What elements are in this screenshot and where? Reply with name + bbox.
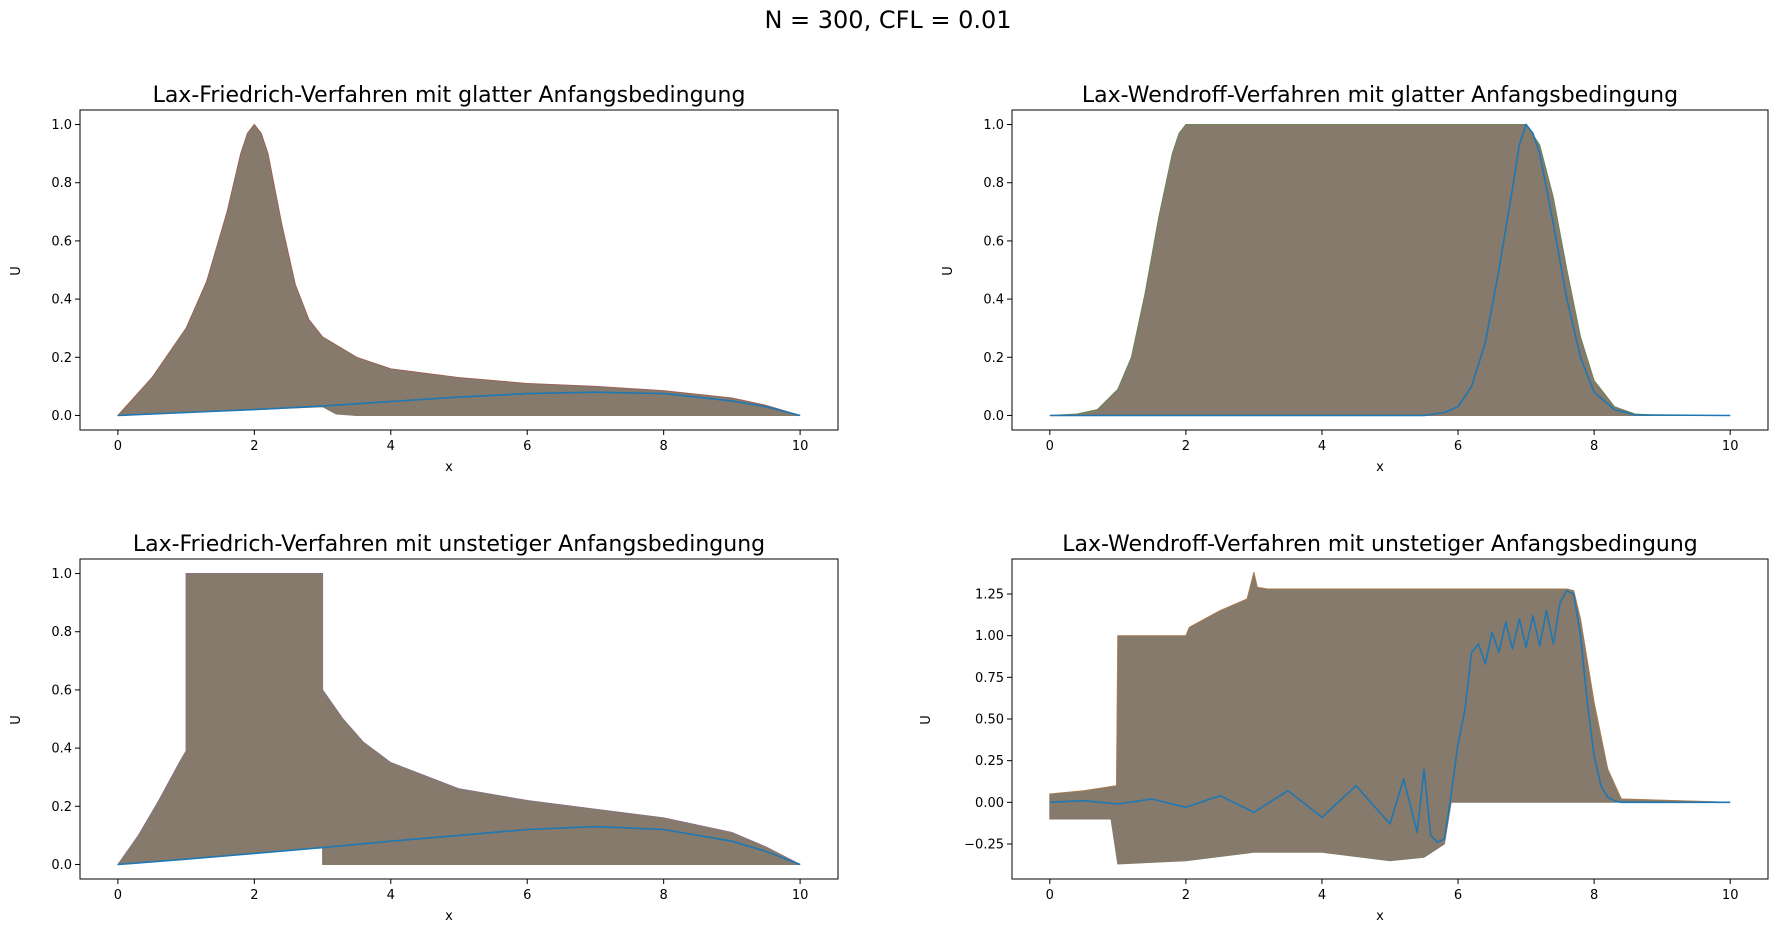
plot-lax-friedrich-discontinuous: Lax-Friedrich-Verfahren mit unstetiger A… xyxy=(9,532,839,924)
y-tick-label: 0.0 xyxy=(51,858,72,873)
x-tick-label: 0 xyxy=(114,888,122,903)
y-tick-label: 0.4 xyxy=(51,293,72,308)
x-tick-label: 8 xyxy=(660,888,668,903)
y-tick-label: 0.2 xyxy=(51,800,72,815)
envelope-edge xyxy=(1049,124,1731,416)
final-solution-line xyxy=(117,825,801,866)
x-tick-label: 2 xyxy=(1182,888,1190,903)
x-tick-label: 4 xyxy=(387,439,395,454)
y-tick-label: 0.0 xyxy=(51,409,72,424)
y-tick-label: 0.75 xyxy=(975,671,1004,686)
y-tick-label: 0.00 xyxy=(975,796,1004,811)
time-step-envelope xyxy=(1049,572,1731,865)
plot-lax-friedrich-smooth: Lax-Friedrich-Verfahren mit glatter Anfa… xyxy=(9,83,839,475)
y-tick-label: 1.0 xyxy=(51,118,72,133)
x-tick-label: 8 xyxy=(660,439,668,454)
y-tick-label: 0.8 xyxy=(51,625,72,640)
x-tick-label: 6 xyxy=(523,888,531,903)
x-axis-label: x xyxy=(1376,909,1384,924)
plot-title: Lax-Friedrich-Verfahren mit unstetiger A… xyxy=(133,532,765,557)
axes-frame xyxy=(79,558,839,880)
axes-frame xyxy=(79,109,839,431)
final-solution-line xyxy=(1049,123,1731,417)
y-tick-label: 0.6 xyxy=(51,683,72,698)
x-tick-label: 2 xyxy=(250,888,258,903)
plot-title: Lax-Friedrich-Verfahren mit glatter Anfa… xyxy=(153,83,746,108)
envelope-edge xyxy=(117,123,801,416)
x-tick-label: 10 xyxy=(1722,439,1739,454)
y-tick-label: 0.6 xyxy=(983,234,1004,249)
plot-area xyxy=(1049,572,1731,865)
y-tick-label: 1.00 xyxy=(975,629,1004,644)
y-tick-label: 0.6 xyxy=(51,234,72,249)
x-tick-label: 0 xyxy=(114,439,122,454)
x-tick-label: 6 xyxy=(1454,888,1462,903)
x-tick-label: 10 xyxy=(792,439,809,454)
x-tick-label: 4 xyxy=(387,888,395,903)
time-step-envelope xyxy=(1049,124,1731,416)
envelope-edge xyxy=(1049,572,1731,803)
plot-title: Lax-Wendroff-Verfahren mit glatter Anfan… xyxy=(1082,83,1678,108)
x-tick-label: 4 xyxy=(1318,888,1326,903)
x-tick-label: 10 xyxy=(1722,888,1739,903)
x-tick-label: 2 xyxy=(250,439,258,454)
x-tick-label: 4 xyxy=(1318,439,1326,454)
x-tick-label: 6 xyxy=(523,439,531,454)
x-axis-label: x xyxy=(445,460,453,475)
plot-area xyxy=(116,573,801,866)
envelope-edge xyxy=(117,573,801,865)
x-tick-label: 6 xyxy=(1454,439,1462,454)
y-tick-label: −0.25 xyxy=(964,838,1004,853)
plot-title: Lax-Wendroff-Verfahren mit unstetiger An… xyxy=(1062,532,1698,557)
y-tick-label: 0.4 xyxy=(51,742,72,757)
y-tick-label: 0.2 xyxy=(51,351,72,366)
y-tick-label: 0.8 xyxy=(983,176,1004,191)
plot-area xyxy=(1049,123,1731,417)
y-tick-label: 0.25 xyxy=(975,754,1004,769)
plot-lax-wendroff-smooth: Lax-Wendroff-Verfahren mit glatter Anfan… xyxy=(941,83,1769,475)
final-solution-line xyxy=(117,391,801,417)
plot-area xyxy=(116,123,801,417)
time-step-envelope xyxy=(116,123,801,417)
figure-title: N = 300, CFL = 0.01 xyxy=(764,6,1011,34)
x-tick-label: 8 xyxy=(1590,439,1598,454)
x-axis-label: x xyxy=(445,909,453,924)
x-tick-label: 10 xyxy=(792,888,809,903)
x-axis-label: x xyxy=(1376,460,1384,475)
y-axis-label: U xyxy=(941,266,956,276)
x-tick-label: 8 xyxy=(1590,888,1598,903)
y-tick-label: 0.4 xyxy=(983,293,1004,308)
axes-frame xyxy=(1011,109,1769,431)
y-tick-label: 1.0 xyxy=(983,118,1004,133)
y-axis-label: U xyxy=(919,715,934,725)
x-tick-label: 0 xyxy=(1046,888,1054,903)
y-tick-label: 0.50 xyxy=(975,713,1004,728)
time-step-envelope xyxy=(116,573,801,866)
x-tick-label: 2 xyxy=(1182,439,1190,454)
y-tick-label: 0.0 xyxy=(983,409,1004,424)
plot-lax-wendroff-discontinuous: Lax-Wendroff-Verfahren mit unstetiger An… xyxy=(919,532,1769,924)
y-tick-label: 0.2 xyxy=(983,351,1004,366)
y-axis-label: U xyxy=(9,715,24,725)
y-tick-label: 1.25 xyxy=(975,588,1004,603)
final-solution-line xyxy=(1049,589,1731,844)
x-tick-label: 0 xyxy=(1046,439,1054,454)
y-axis-label: U xyxy=(9,266,24,276)
y-tick-label: 1.0 xyxy=(51,567,72,582)
y-tick-label: 0.8 xyxy=(51,176,72,191)
